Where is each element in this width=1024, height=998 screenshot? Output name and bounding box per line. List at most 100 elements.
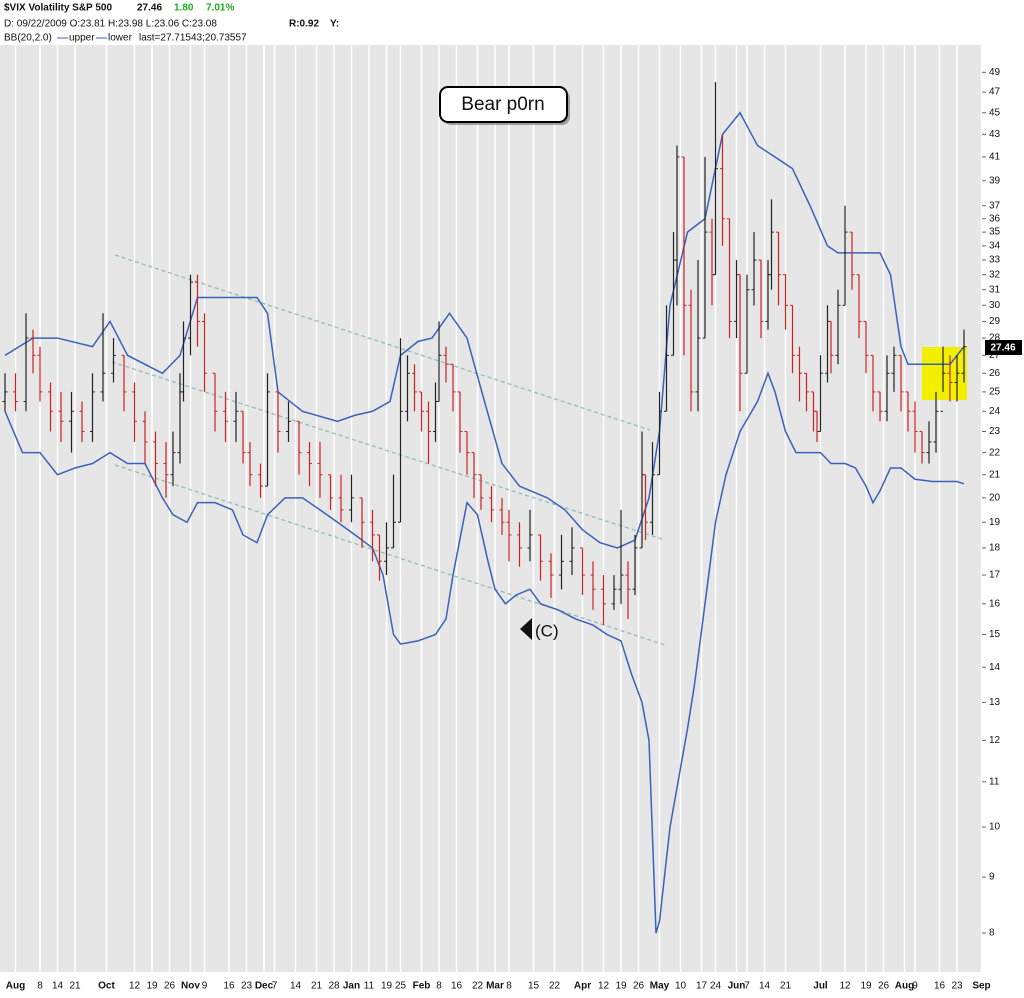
x-tick-label: 8 <box>37 981 43 992</box>
y-tick-label: 24 <box>989 406 1001 417</box>
y-tick-label: 19 <box>989 517 1001 528</box>
x-tick-label: 21 <box>780 981 792 992</box>
x-tick-label: 7 <box>744 981 750 992</box>
x-tick-label: 8 <box>436 981 442 992</box>
y-tick-label: 23 <box>989 426 1001 437</box>
price-tag-label: 27.46 <box>990 343 1015 354</box>
x-tick-label: 16 <box>451 981 463 992</box>
y-tick-label: 41 <box>989 152 1001 163</box>
x-tick-label: 26 <box>633 981 645 992</box>
x-tick-label: 12 <box>129 981 141 992</box>
annotation-box <box>439 86 568 123</box>
x-tick-label: Nov <box>181 981 200 992</box>
indicator-last: last=27.71543;20.73557 <box>139 33 247 44</box>
x-tick-label: Mar <box>486 981 504 992</box>
annotation: (C) <box>535 621 559 640</box>
y-tick-label: 21 <box>989 469 1001 480</box>
y-tick-label: 49 <box>989 67 1001 78</box>
x-tick-label: 7 <box>272 981 278 992</box>
x-tick-label: 10 <box>675 981 687 992</box>
x-tick-label: 22 <box>549 981 561 992</box>
x-tick-label: 19 <box>860 981 872 992</box>
y-tick-label: 33 <box>989 255 1001 266</box>
x-tick-label: 17 <box>696 981 708 992</box>
ratio: R:0.92 <box>289 19 319 30</box>
x-tick-label: May <box>650 981 670 992</box>
x-tick-label: Oct <box>98 981 115 992</box>
x-tick-label: 19 <box>146 981 158 992</box>
y-tick-label: 25 <box>989 387 1001 398</box>
x-tick-label: 25 <box>395 981 407 992</box>
y-tick-label: 32 <box>989 269 1001 280</box>
x-tick-label: 15 <box>528 981 540 992</box>
y-tick-label: 18 <box>989 543 1001 554</box>
channel-bottom <box>114 464 666 646</box>
x-tick-label: 23 <box>241 981 253 992</box>
y-tick-label: 26 <box>989 368 1001 379</box>
y-tick-label: 20 <box>989 493 1001 504</box>
change-pct: 7.01% <box>206 3 234 14</box>
x-tick-label: 14 <box>290 981 302 992</box>
x-tick-label: Apr <box>574 981 591 992</box>
x-tick-label: 14 <box>759 981 771 992</box>
y-tick-label: 31 <box>989 284 1001 295</box>
y-tick-label: 22 <box>989 447 1001 458</box>
bars <box>2 82 967 626</box>
y-tick-label: 43 <box>989 129 1001 140</box>
x-tick-label: Jul <box>813 981 828 992</box>
grid <box>14 45 983 972</box>
band-line <box>4 111 965 549</box>
bands <box>4 111 965 934</box>
annotation: Bear p0rn <box>461 94 544 115</box>
y-tick-label: 35 <box>989 227 1001 238</box>
x-tick-label: Jun <box>728 981 746 992</box>
y-tick-label: 11 <box>989 776 1000 787</box>
x-tick-label: 9 <box>202 981 208 992</box>
y-tick-label: 10 <box>989 822 1001 833</box>
legend-label: lower <box>108 33 133 44</box>
x-tick-label: 16 <box>934 981 946 992</box>
y-tick-label: 47 <box>989 87 1001 98</box>
y-label: Y: <box>330 19 339 30</box>
y-tick-label: 13 <box>989 697 1001 708</box>
y-tick-label: 8 <box>989 928 995 939</box>
x-tick-label: 11 <box>364 981 375 992</box>
y-tick-label: 37 <box>989 200 1001 211</box>
x-tick-label: Aug <box>6 981 25 992</box>
y-tick-label: 29 <box>989 316 1001 327</box>
x-tick-label: 21 <box>311 981 323 992</box>
x-tick-label: 26 <box>878 981 890 992</box>
band-line <box>4 371 965 934</box>
x-tick-label: 8 <box>506 981 512 992</box>
x-tick-label: 26 <box>164 981 176 992</box>
arrow <box>520 618 532 640</box>
info-line: D: 09/22/2009 O:23.81 H:23.98 L:23.06 C:… <box>4 19 217 30</box>
x-tick-label: Sep <box>972 981 990 992</box>
y-tick-label: 14 <box>989 662 1001 673</box>
y-tick-label: 27 <box>989 350 1001 361</box>
x-tick-label: Aug <box>895 981 914 992</box>
price-tag <box>985 340 1022 355</box>
x-tick-label: 22 <box>472 981 484 992</box>
x-tick-label: 14 <box>52 981 64 992</box>
legend-label: upper <box>69 33 95 44</box>
x-tick-label: 24 <box>710 981 722 992</box>
channel-lines <box>111 254 666 646</box>
y-tick-label: 17 <box>989 570 1001 581</box>
y-tick-label: 34 <box>989 241 1001 252</box>
y-tick-label: 16 <box>989 598 1001 609</box>
x-tick-label: 28 <box>328 981 340 992</box>
x-tick-label: 23 <box>951 981 963 992</box>
chart-title: $VIX Volatility S&P 500 <box>4 3 112 14</box>
x-tick-label: 16 <box>223 981 235 992</box>
y-tick-label: 36 <box>989 213 1001 224</box>
y-tick-label: 45 <box>989 107 1001 118</box>
x-tick-label: Jan <box>343 981 360 992</box>
y-tick-label: 15 <box>989 629 1001 640</box>
x-tick-label: Feb <box>413 981 431 992</box>
channel-top <box>114 254 651 431</box>
x-tick-label: 19 <box>615 981 627 992</box>
indicator: BB(20,2.0) <box>4 33 52 44</box>
